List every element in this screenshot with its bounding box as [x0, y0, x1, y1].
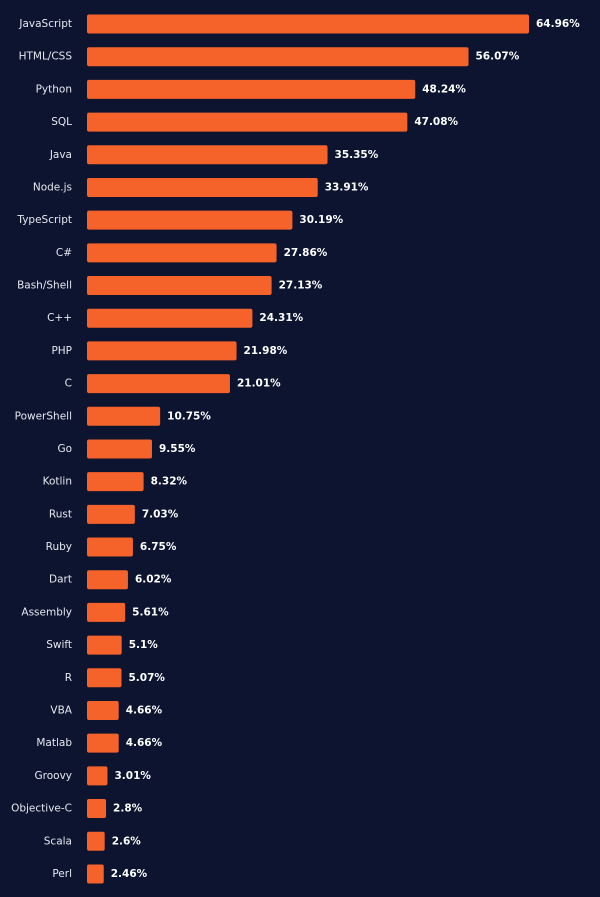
category-label: C#: [56, 247, 72, 259]
category-label: R: [65, 672, 72, 684]
value-label: 9.55%: [159, 443, 196, 455]
category-label: Perl: [52, 868, 72, 880]
category-label: Rust: [49, 508, 72, 520]
bar: [87, 145, 328, 165]
category-label: Objective-C: [11, 803, 72, 815]
bar: [87, 700, 119, 720]
category-label: JavaScript: [18, 18, 72, 30]
value-label: 5.07%: [128, 672, 165, 684]
category-label: Assembly: [21, 606, 72, 618]
bar: [87, 537, 133, 557]
bar: [87, 374, 230, 394]
value-label: 56.07%: [476, 51, 520, 63]
value-label: 35.35%: [335, 149, 379, 161]
category-label: Groovy: [35, 770, 73, 782]
bar: [87, 243, 277, 263]
value-label: 64.96%: [536, 18, 580, 30]
category-label: Dart: [49, 574, 72, 586]
category-label: Ruby: [46, 541, 72, 553]
bar: [87, 47, 469, 67]
bar: [87, 472, 144, 492]
value-label: 5.1%: [129, 639, 159, 651]
value-label: 33.91%: [325, 181, 369, 193]
value-label: 24.31%: [259, 312, 303, 324]
bar: [87, 79, 416, 99]
value-label: 30.19%: [299, 214, 343, 226]
bar: [87, 635, 122, 655]
value-label: 3.01%: [114, 770, 151, 782]
bar: [87, 439, 152, 459]
category-label: Java: [49, 149, 72, 161]
value-label: 21.01%: [237, 378, 281, 390]
category-label: VBA: [50, 704, 72, 716]
category-label: PHP: [51, 345, 72, 357]
category-label: Matlab: [36, 737, 72, 749]
bar: [87, 766, 108, 786]
value-label: 27.13%: [279, 280, 323, 292]
value-label: 5.61%: [132, 606, 169, 618]
category-label: PowerShell: [15, 410, 72, 422]
category-label: Kotlin: [43, 476, 72, 488]
category-label: Swift: [46, 639, 72, 651]
category-label: Go: [57, 443, 72, 455]
bar: [87, 406, 161, 426]
value-label: 10.75%: [167, 410, 211, 422]
value-label: 48.24%: [422, 83, 466, 95]
value-label: 6.75%: [140, 541, 177, 553]
bar: [87, 602, 126, 622]
value-label: 21.98%: [244, 345, 288, 357]
value-label: 4.66%: [126, 704, 163, 716]
category-label: HTML/CSS: [19, 51, 73, 63]
category-label: Bash/Shell: [17, 280, 72, 292]
value-label: 6.02%: [135, 574, 172, 586]
bar: [87, 864, 104, 884]
bar: [87, 570, 128, 590]
bar: [87, 177, 318, 197]
bar: [87, 668, 122, 688]
value-label: 47.08%: [414, 116, 458, 128]
bar: [87, 799, 107, 819]
bar: [87, 733, 119, 753]
category-label: Node.js: [33, 181, 72, 193]
category-label: Scala: [44, 835, 72, 847]
value-label: 2.46%: [111, 868, 148, 880]
bar: [87, 341, 237, 361]
value-label: 2.8%: [113, 803, 143, 815]
value-label: 4.66%: [126, 737, 163, 749]
bar: [87, 504, 135, 524]
value-label: 8.32%: [151, 476, 188, 488]
category-label: TypeScript: [16, 214, 72, 226]
bar: [87, 14, 529, 34]
category-label: C++: [47, 312, 72, 324]
category-label: C: [65, 378, 72, 390]
value-label: 2.6%: [112, 835, 142, 847]
bar: [87, 112, 408, 132]
bar: [87, 831, 105, 851]
bar: [87, 308, 253, 328]
category-label: Python: [36, 83, 72, 95]
category-label: SQL: [51, 116, 72, 128]
value-label: 7.03%: [142, 508, 179, 520]
value-label: 27.86%: [284, 247, 328, 259]
bar: [87, 276, 272, 296]
bar: [87, 210, 293, 230]
